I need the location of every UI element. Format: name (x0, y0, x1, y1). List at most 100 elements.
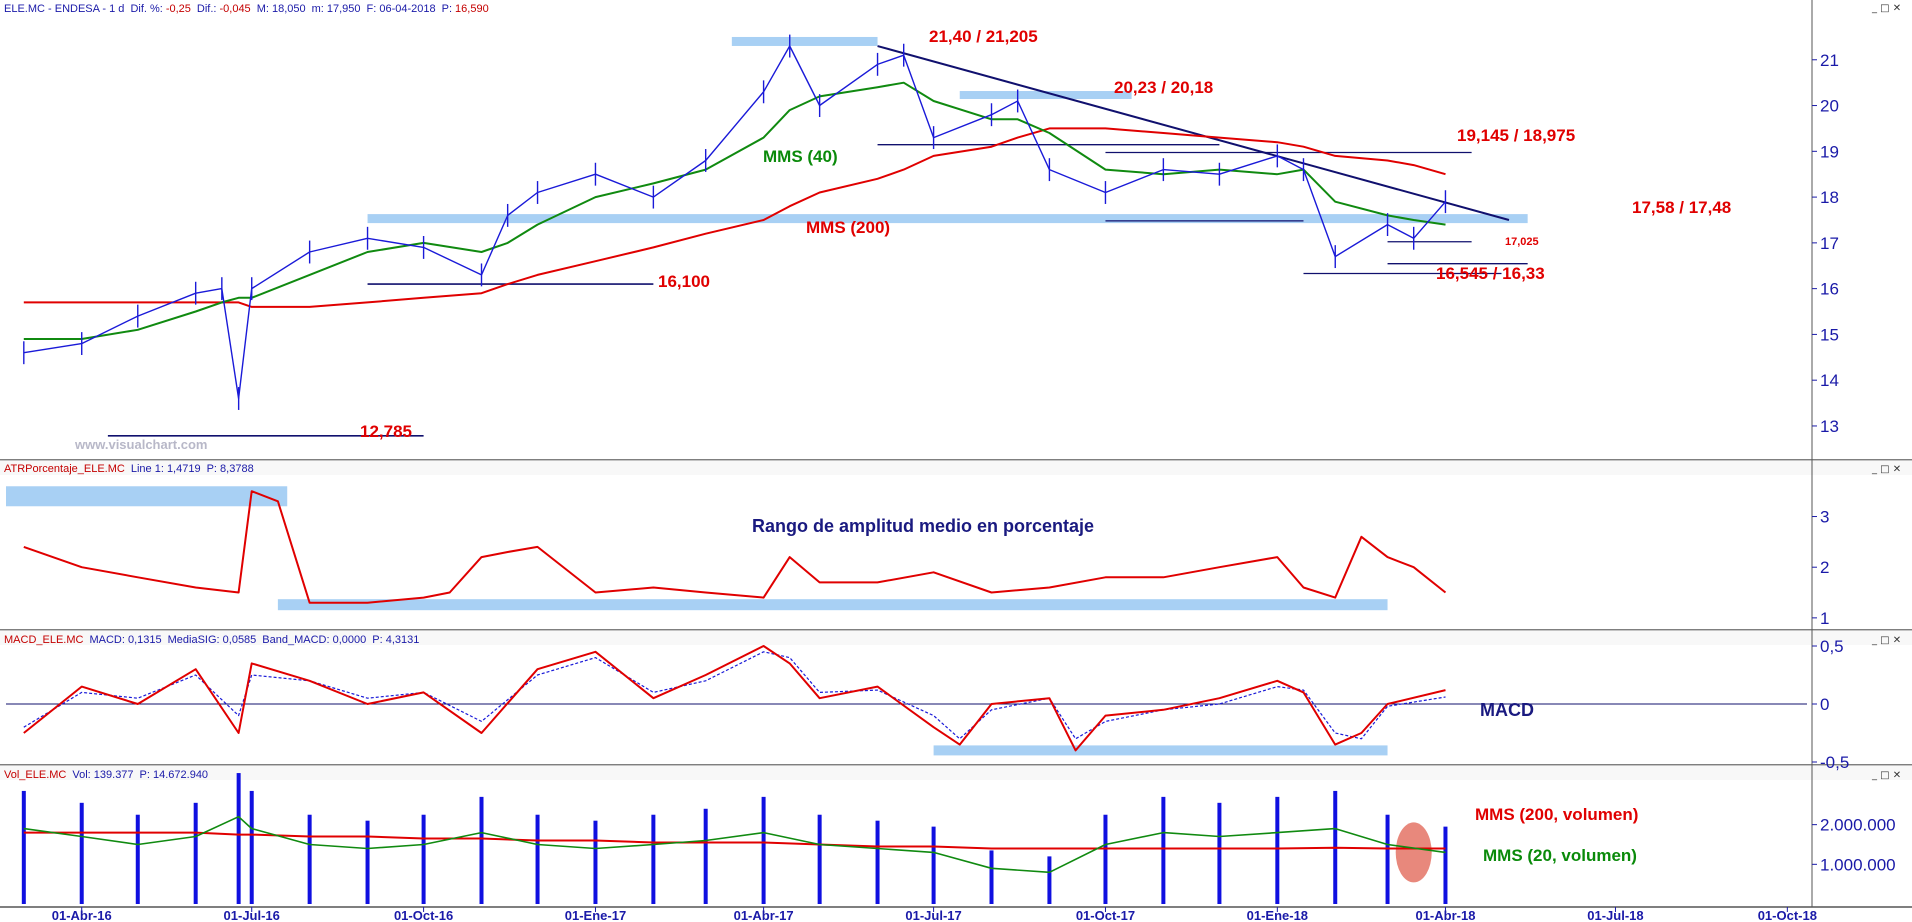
y-tick-label: 14 (1820, 371, 1839, 390)
volume-bar (535, 814, 540, 904)
price-window-controls[interactable]: _ □ ✕ (1871, 3, 1901, 14)
volume-bar (1443, 826, 1448, 904)
macd-header: MACD_ELE.MC MACD: 0,1315 MediaSIG: 0,0585 B… (4, 634, 419, 646)
mms200-line (23, 127, 1446, 308)
atr-title: Rango de amplitud medio en porcentaje (752, 516, 1094, 536)
x-tick-label: 01-Jul-16 (224, 908, 280, 922)
volume-bar (703, 808, 708, 904)
y-tick-label: 1 (1820, 609, 1829, 628)
vol-mms20-line (23, 815, 1446, 874)
volume-bar (193, 802, 198, 904)
label-mms40: MMS (40) (763, 147, 838, 166)
volume-highlight (1395, 822, 1432, 883)
y-axis-ticks: 2120191817161514133210,50-0,52.000.0001.… (1812, 51, 1896, 874)
volume-bars (21, 773, 1448, 904)
trendline-descending (877, 45, 1510, 221)
label-support-main: 17,58 / 17,48 (1632, 198, 1731, 217)
label-support-low: 16,545 / 16,33 (1436, 264, 1545, 283)
volume-bar (135, 814, 140, 904)
label-support-17025: 17,025 (1505, 236, 1539, 248)
y-tick-label: 18 (1820, 188, 1839, 207)
y-tick-label: 21 (1820, 51, 1839, 70)
y-tick-label: 0,5 (1820, 637, 1844, 656)
band-atr-low (277, 599, 1388, 611)
atr-window-controls[interactable]: _ □ ✕ (1871, 464, 1901, 475)
volume-bar (236, 773, 241, 904)
y-tick-label: 17 (1820, 234, 1839, 253)
volume-bar (817, 814, 822, 904)
panel-header-bar (0, 630, 1912, 645)
volume-bar (21, 790, 26, 904)
label-mms200-vol: MMS (200, volumen) (1475, 805, 1638, 824)
watermark: www.visualchart.com (74, 437, 207, 452)
y-tick-label: 16 (1820, 280, 1839, 299)
x-tick-label: 01-Jul-18 (1587, 908, 1643, 922)
volume-bar (1047, 856, 1052, 904)
volume-bar (79, 802, 84, 904)
band-atr-high (6, 486, 288, 507)
macd-signal-line (23, 651, 1446, 740)
x-tick-label: 01-Abr-18 (1415, 908, 1475, 922)
y-tick-label: -0,5 (1820, 753, 1849, 772)
atr-line (23, 490, 1447, 604)
volume-window-controls[interactable]: _ □ ✕ (1871, 770, 1901, 781)
label-resist-top: 21,40 / 21,205 (929, 27, 1038, 46)
price-header: ELE.MC - ENDESA - 1 d Dif. %: -0,25 Dif.: -0… (4, 3, 489, 15)
label-mms20-vol: MMS (20, volumen) (1483, 846, 1637, 865)
volume-bar (989, 850, 994, 904)
x-tick-label: 01-Abr-17 (734, 908, 794, 922)
label-mms200: MMS (200) (806, 218, 890, 237)
label-resist-3: 19,145 / 18,975 (1457, 126, 1575, 145)
volume-bar (1217, 802, 1222, 904)
volume-bar (1161, 796, 1166, 904)
x-tick-label: 01-Oct-16 (394, 908, 453, 922)
label-resist-2: 20,23 / 20,18 (1114, 78, 1213, 97)
y-tick-label: 15 (1820, 325, 1839, 344)
atr-header: ATRPorcentaje_ELE.MC Line 1: 1,4719 P: 8,3… (4, 463, 254, 475)
series-lines (6, 34, 1807, 874)
volume-bar (1385, 814, 1390, 904)
volume-bar (593, 820, 598, 904)
y-tick-label: 20 (1820, 97, 1839, 116)
macd-title: MACD (1480, 700, 1534, 720)
mms40-line (23, 81, 1446, 340)
y-tick-label: 0 (1820, 695, 1829, 714)
band-resist-2 (959, 91, 1132, 100)
x-tick-label: 01-Ene-18 (1247, 908, 1308, 922)
volume-bar (1275, 796, 1280, 904)
volume-bar (1103, 814, 1108, 904)
volume-bar (931, 826, 936, 904)
label-support-min: 12,785 (360, 422, 412, 441)
band-support-main (367, 214, 1528, 224)
y-tick-label: 2.000.000 (1820, 816, 1896, 835)
x-tick-label: 01-Ene-17 (565, 908, 626, 922)
volume-bar (421, 814, 426, 904)
volume-bar (479, 796, 484, 904)
volume-bar (651, 814, 656, 904)
panel-header-bar (0, 460, 1912, 475)
volume-bar (761, 796, 766, 904)
y-tick-label: 19 (1820, 142, 1839, 161)
macd-window-controls[interactable]: _ □ ✕ (1871, 635, 1901, 646)
band-macd-low (933, 745, 1388, 756)
level-lines (107, 45, 1528, 437)
y-tick-label: 1.000.000 (1820, 855, 1896, 874)
macd-line (23, 645, 1446, 752)
volume-bar (307, 814, 312, 904)
label-support-16100: 16,100 (658, 272, 710, 291)
x-tick-label: 01-Oct-18 (1758, 908, 1817, 922)
x-tick-label: 01-Oct-17 (1076, 908, 1135, 922)
support-bands (6, 36, 1528, 756)
volume-bar (365, 820, 370, 904)
volume-header: Vol_ELE.MC Vol: 139.377 P: 14.672.940 (4, 769, 208, 781)
price-line (23, 45, 1447, 400)
x-tick-label: 01-Abr-16 (52, 908, 112, 922)
vol-mms200-line (23, 831, 1446, 850)
y-tick-label: 3 (1820, 508, 1829, 527)
y-tick-label: 2 (1820, 558, 1829, 577)
volume-bar (249, 790, 254, 904)
volume-bar (875, 820, 880, 904)
y-tick-label: 13 (1820, 417, 1839, 436)
